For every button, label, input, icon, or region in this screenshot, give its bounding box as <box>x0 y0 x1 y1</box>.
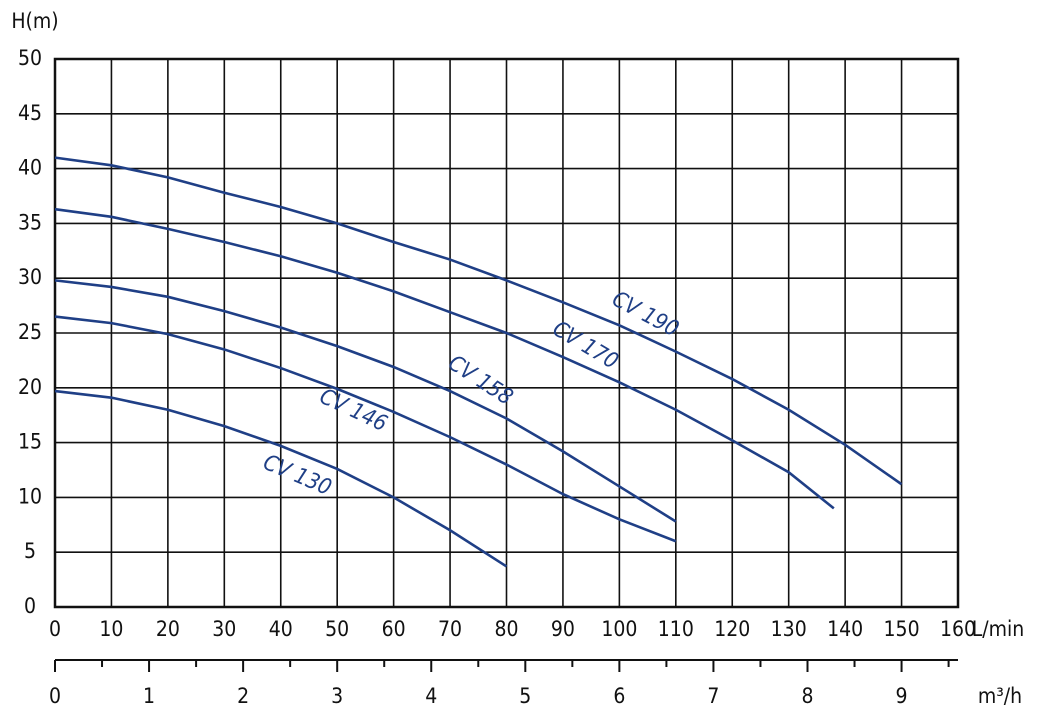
y-axis-label: H(m) <box>11 9 58 33</box>
y-tick-label: 50 <box>18 46 42 70</box>
x2-tick-label: 5 <box>519 684 531 708</box>
x-tick-label: 140 <box>827 617 863 641</box>
curve <box>54 389 508 568</box>
x-tick-label: 60 <box>382 617 406 641</box>
x2-tick-label: 8 <box>801 684 813 708</box>
x-tick-label: 30 <box>212 617 236 641</box>
y-tick-label: 45 <box>18 101 42 125</box>
x2-tick-label: 4 <box>425 684 437 708</box>
x-tick-label: 90 <box>551 617 575 641</box>
y-tick-label: 15 <box>18 430 42 454</box>
y-tick-label: 40 <box>18 156 42 180</box>
x-tick-label: 70 <box>438 617 462 641</box>
y-tick-label: 20 <box>18 375 42 399</box>
x2-tick-label: 9 <box>896 684 908 708</box>
x-tick-label: 40 <box>269 617 293 641</box>
curve <box>54 279 677 523</box>
curve <box>54 315 677 543</box>
x-tick-label: 130 <box>771 617 807 641</box>
y-tick-label: 10 <box>18 484 42 508</box>
x2-tick-label: 1 <box>143 684 155 708</box>
x2-tick-label: 3 <box>331 684 343 708</box>
x-tick-label: 120 <box>714 617 750 641</box>
x-tick-label: 160 <box>940 617 976 641</box>
x2-tick-label: 2 <box>237 684 249 708</box>
y-tick-label: 0 <box>24 594 36 618</box>
x2-axis-label: m³/h <box>978 684 1022 708</box>
y-tick-label: 35 <box>18 210 42 234</box>
x-tick-label: 110 <box>658 617 694 641</box>
curve-label: CV 146 <box>316 384 391 437</box>
x2-tick-label: 7 <box>707 684 719 708</box>
y-tick-label: 30 <box>18 265 42 289</box>
x-tick-label: 80 <box>494 617 518 641</box>
curve <box>54 207 835 510</box>
x2-tick-label: 0 <box>49 684 61 708</box>
x-tick-label: 150 <box>884 617 920 641</box>
x-tick-label: 20 <box>156 617 180 641</box>
x-tick-label: 50 <box>325 617 349 641</box>
x-tick-label: 100 <box>601 617 637 641</box>
x-axis-label: L/min <box>972 617 1025 641</box>
plot-frame <box>53 57 960 609</box>
y-tick-label: 25 <box>18 320 42 344</box>
curve-label: CV 130 <box>259 450 335 501</box>
x-tick-label: 0 <box>49 617 61 641</box>
x-tick-label: 10 <box>99 617 123 641</box>
curve <box>54 156 903 486</box>
x2-tick-label: 6 <box>613 684 625 708</box>
y-tick-label: 5 <box>24 539 36 563</box>
